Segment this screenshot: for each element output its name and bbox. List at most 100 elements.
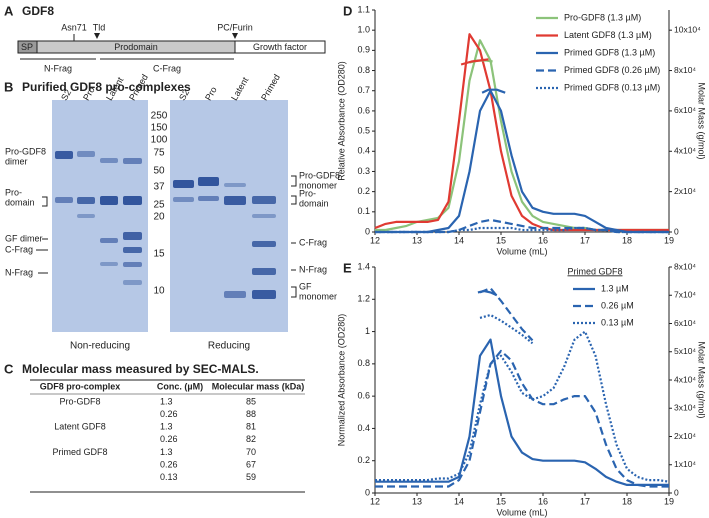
gel-band [123,196,142,205]
y-tick-label: 0.8 [357,358,370,368]
panel-a: A GDF8 SP Prodomain Growth factor Asn71 … [4,3,326,73]
x-axis-label: Volume (mL) [496,507,547,517]
gel-band [173,180,194,188]
table-header: Molecular mass (kDa) [212,381,305,391]
band-label: GF [299,281,312,291]
molar-mass-line [460,58,489,66]
gel-band [100,196,118,205]
site-label: PC/Furin [217,22,253,32]
band-label: Pro- [299,188,316,198]
panel-title: Molecular mass measured by SEC-MALS. [22,362,259,376]
bracket [291,195,297,205]
y2-tick-label: 4x10⁴ [674,146,696,156]
gel-band [252,196,276,204]
chart-panel: E12 13 14 15 16 17 18 1900.20.40.60.811.21.401x… [336,260,706,517]
band-label: GF dimer [5,233,43,243]
y-axis-label: Normalized Absorbance (OD280) [336,314,346,447]
table-header: Conc. (µM) [157,381,203,391]
site-arrow [94,33,100,39]
band-label: N-Frag [299,264,327,274]
mw-marker: 100 [151,135,168,146]
gel-caption: Reducing [208,341,250,352]
band-label: C-Frag [5,244,33,254]
lane-label: Pro [203,85,219,102]
band-label: Pro- [5,187,22,197]
y2-tick-label: 5x10⁴ [674,346,696,356]
frag-label: C-Frag [153,63,181,73]
bracket [291,286,297,298]
legend-label: Primed GDF8 (0.26 µM) [564,65,660,75]
gel-band [224,183,246,187]
site-label: Tld [93,22,106,32]
gel-band [252,214,276,218]
y2-tick-label: 4x10⁴ [674,374,696,384]
x-tick-label: 15 [496,496,506,506]
y-tick-label: 0.4 [357,423,370,433]
gel-band [123,158,142,164]
mw-marker: 37 [153,182,165,193]
sp-label: SP [21,42,33,52]
legend-label: Primed GDF8 (1.3 µM) [564,47,655,57]
y2-tick-label: 2x10⁴ [674,186,696,196]
table-cell: 1.3 [160,422,173,432]
gel-band [77,197,95,204]
gel-band [100,262,118,266]
x-tick-label: 19 [664,235,674,245]
y-tick-label: 0.6 [357,391,370,401]
gel-band [224,196,246,205]
y2-tick-label: 6x10⁴ [674,318,696,328]
x-tick-label: 13 [412,496,422,506]
legend-label: 0.13 µM [601,317,634,327]
gel-band [123,262,142,267]
panel-letter: B [4,79,13,94]
absorbance-line [375,89,669,234]
absorbance-line [375,338,669,486]
y-tick-label: 0.1 [357,206,370,216]
molar-mass-line [479,287,534,342]
x-tick-label: 18 [622,235,632,245]
absorbance-line [375,226,669,234]
lane-label: Primed [259,72,282,102]
table-cell: 0.13 [160,472,178,482]
x-axis-label: Volume (mL) [496,246,547,256]
panel-title: GDF8 [22,4,54,18]
gel-band [252,290,276,299]
bracket [42,196,48,207]
panel-letter: C [4,361,14,376]
band-label: monomer [299,180,337,190]
y2-axis-label: Molar Mass (g/mol) [697,82,707,159]
gf-label: Growth factor [253,42,307,52]
gel-band [198,196,219,201]
mw-marker: 20 [153,212,165,223]
table-cell: Primed GDF8 [52,447,107,457]
y-tick-label: 0 [365,226,370,236]
panel-letter: A [4,3,14,18]
y-axis-label: Relative Absorbance (OD280) [336,61,346,181]
y2-tick-label: 6x10⁴ [674,105,696,115]
y-tick-label: 1.4 [357,261,370,271]
y-tick-label: 0.2 [357,186,370,196]
y2-tick-label: 0 [674,487,679,497]
mw-marker: 10 [153,286,165,297]
y2-tick-label: 10x10⁴ [674,24,701,34]
x-tick-label: 14 [454,235,464,245]
band-label: domain [5,197,35,207]
gel-band [198,177,219,186]
legend-label: 0.26 µM [601,300,634,310]
mw-marker: 25 [153,200,165,211]
legend-label: Pro-GDF8 (1.3 µM) [564,12,641,22]
table-cell: 59 [246,472,256,482]
y-tick-label: 0.7 [357,85,370,95]
gel [52,100,148,332]
absorbance-line [375,330,670,483]
gel-band [100,238,118,243]
x-tick-label: 16 [538,496,548,506]
gel-band [252,241,276,247]
gel-band [55,151,73,159]
y2-tick-label: 1x10⁴ [674,459,696,469]
x-tick-label: 12 [370,235,380,245]
table-cell: 82 [246,434,256,444]
gel-band [252,268,276,275]
gel-band [173,197,194,202]
gel-caption: Non-reducing [70,341,130,352]
